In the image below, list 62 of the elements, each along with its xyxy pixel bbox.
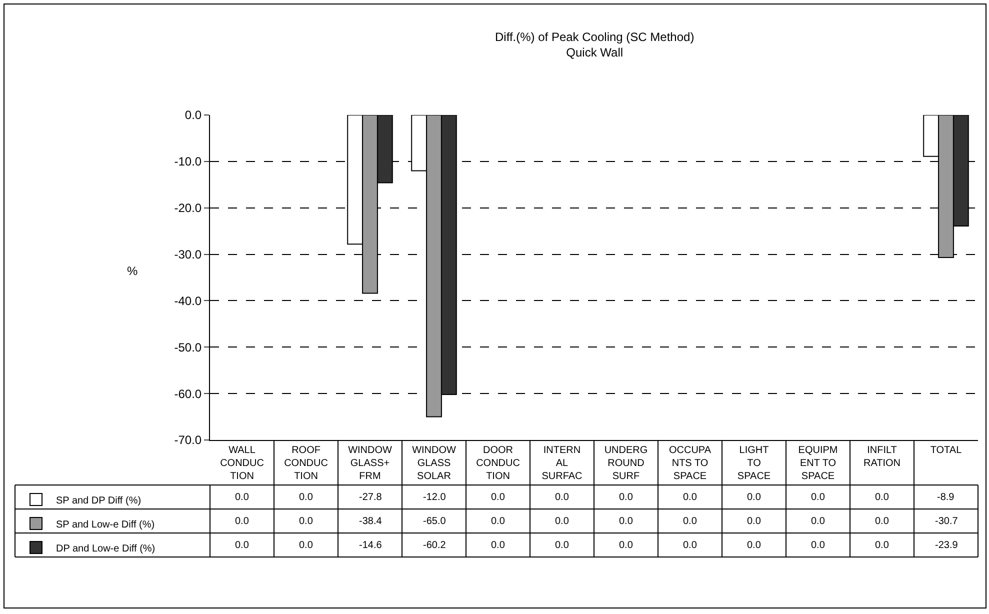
y-tick-label: -50.0 [174,340,202,354]
data-label: 0.0 [747,492,762,503]
x-tick-label: UNDERGROUND SURF [604,445,648,482]
y-tick-label: -30.0 [174,247,202,262]
data-label: 0.0 [555,540,570,551]
y-tick-label: -70.0 [174,433,202,448]
y-tick-label: -10.0 [174,154,202,169]
data-label: -38.4 [359,516,382,527]
x-tick-label: WINDOW GLASS+FRM [348,445,392,482]
y-axis-title: % [127,264,138,278]
y-tick-label: -40.0 [174,294,202,308]
data-label: 0.0 [235,492,250,503]
x-tick-label: INTERNAL SURFAC [542,445,582,482]
data-label: -27.8 [359,492,382,503]
x-tick-label: OCCUPANTS TO SPACE [668,445,712,482]
y-tick-label: -60.0 [174,386,202,401]
data-label: 0.0 [875,492,890,503]
data-label: 0.0 [235,516,250,527]
data-label: 0.0 [619,540,634,551]
data-label: 0.0 [811,540,826,551]
data-label: 0.0 [235,540,250,551]
data-label: 0.0 [747,540,762,551]
x-tick-label: ROOF CONDUCTION [284,445,328,482]
legend-label: SP and Low-e Diff (%) [56,519,155,530]
data-label: 0.0 [811,516,826,527]
x-tick-label: LIGHT TO SPACE [737,445,771,482]
data-label: 0.0 [683,540,698,551]
data-label: 0.0 [555,492,570,503]
data-label: -30.7 [935,516,958,527]
x-tick-label: TOTAL [930,445,962,456]
legend-label: SP and DP Diff (%) [56,495,142,506]
data-label: 0.0 [491,492,506,503]
x-tick-label: WINDOW GLASS SOLAR [412,445,456,482]
data-label: 0.0 [299,516,314,527]
data-label: 0.0 [747,516,762,527]
data-label: -23.9 [935,540,958,551]
x-tick-label: EQUIPMENT TO SPACE [798,445,838,482]
data-label: -65.0 [423,516,446,527]
x-tick-label: WALL CONDUCTION [220,445,264,482]
data-label: -8.9 [937,492,955,503]
data-label: 0.0 [683,492,698,503]
data-label: 0.0 [875,516,890,527]
data-label: 0.0 [491,516,506,527]
data-label: 0.0 [555,516,570,527]
data-label: 0.0 [875,540,890,551]
data-label: -14.6 [359,540,382,551]
data-label: 0.0 [619,492,634,503]
data-label: 0.0 [811,492,826,503]
data-label: 0.0 [299,492,314,503]
chart-title: Diff.(%) of Peak Cooling (SC Method) [495,30,694,44]
x-tick-label: DOOR CONDUCTION [476,445,520,482]
data-label: 0.0 [299,540,314,551]
x-tick-label: INFILTRATION [863,445,901,469]
y-tick-label: 0.0 [184,108,202,122]
data-label: 0.0 [683,516,698,527]
y-tick-label: -20.0 [174,201,202,216]
legend-label: DP and Low-e Diff (%) [56,543,156,554]
chart-subtitle: Quick Wall [566,46,624,60]
data-label: -60.2 [423,540,446,551]
data-label: 0.0 [491,540,506,551]
data-label: -12.0 [423,492,446,503]
data-label: 0.0 [619,516,634,527]
